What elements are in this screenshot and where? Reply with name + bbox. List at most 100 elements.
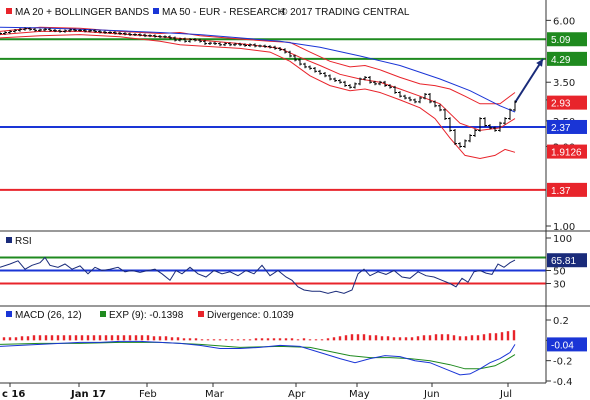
ma20-line [0,30,516,131]
divergence-bar [506,331,510,341]
divergence-bar [230,339,234,341]
rsi-value-badge [547,253,587,268]
divergence-bar [500,332,504,341]
divergence-bar [110,335,114,341]
level-badge [547,119,587,134]
date-tick-label: Jun [423,389,440,400]
divergence-bar [314,339,318,341]
divergence-bar [236,339,240,341]
macd-y-axis-ticks: 0.20-0.2-0.4 [546,316,573,388]
divergence-bar [74,335,78,341]
divergence-bar [284,338,288,341]
divergence-bar [296,339,300,341]
divergence-bar [494,333,498,341]
divergence-bar [368,335,372,341]
divergence-bar [32,335,36,341]
divergence-bar [128,335,132,341]
level-badge [547,182,587,197]
macd-legend: MACD (26, 12) EXP (9): -0.1398 Divergenc… [6,310,294,321]
date-axis: c 16 Jan 17 Feb Mar Apr May Jun Jul [2,383,512,400]
divergence-bar [428,335,432,341]
divergence-bar [338,336,342,341]
y-tick-label: 6.00 [553,16,575,27]
ma50-line [0,26,516,113]
price-legend: MA 20 + BOLLINGER BANDS MA 50 - EUR - RE… [6,7,410,18]
divergence-bar [20,336,24,341]
divergence-bar [116,335,120,341]
macd-series-group [0,340,516,376]
rsi-series-group [0,256,516,294]
divergence-bar [206,339,210,341]
divergence-bar [164,336,168,341]
divergence-bar [302,338,306,341]
legend-label-rsi: RSI [15,236,32,247]
divergence-bar [488,333,492,341]
legend-label-exp: EXP (9): -0.1398 [109,310,184,321]
price-ohlc-bars [0,27,517,148]
divergence-bar [158,336,162,341]
y-tick-label: 3.50 [553,78,575,89]
macd-tick-label: -0.4 [553,377,573,388]
level-badge-label: 2.37 [551,123,571,134]
legend-swatch-macd [6,311,12,317]
divergence-bar [248,339,252,341]
macd-value-label: -0.04 [551,340,574,351]
legend-swatch-exp [100,311,106,317]
divergence-bar [98,335,102,341]
divergence-bar [2,337,6,341]
macd-line [0,340,516,376]
divergence-bar [50,335,54,341]
rsi-line [0,256,516,294]
date-tick-label: Apr [288,389,306,400]
panel-frames [0,0,590,384]
divergence-bar [410,337,414,341]
target-arrow-head [536,58,543,67]
rsi-tick-label: 30 [553,280,566,291]
divergence-bar [386,336,390,341]
divergence-bar [308,339,312,341]
legend-label-macd: MACD (26, 12) [15,310,82,321]
divergence-bar [104,335,108,341]
divergence-bar [356,334,360,341]
divergence-bar [434,334,438,341]
level-badge [547,144,587,159]
divergence-bar [512,330,516,341]
macd-exp-line [0,341,516,370]
divergence-bar [170,337,174,341]
divergence-bar [458,336,462,341]
rsi-value-label: 65.81 [551,256,576,267]
divergence-bar [440,334,444,341]
divergence-bar [392,337,396,341]
price-panel: 6.003.503.002.502.001.00 5.094.292.932.3… [0,7,587,233]
rsi-tick-label: 100 [553,234,572,245]
divergence-bar [152,336,156,341]
divergence-bar [92,335,96,341]
divergence-bar [176,337,180,341]
divergence-bar [80,335,84,341]
legend-label-divergence: Divergence: 0.1039 [207,310,294,321]
divergence-bar [140,335,144,341]
legend-swatch-ma50 [153,8,159,14]
divergence-bar [56,335,60,341]
divergence-bar [464,336,468,341]
divergence-bar [146,335,150,341]
divergence-bar [224,339,228,341]
divergence-bar [200,339,204,341]
divergence-bar [344,335,348,341]
divergence-bar [218,339,222,341]
divergence-bar [260,338,264,341]
divergence-bar [350,334,354,341]
date-tick-label: Mar [205,389,225,400]
divergence-bar [68,335,72,341]
legend-label-ma20: MA 20 + BOLLINGER BANDS [15,7,150,18]
legend-label-ma50: MA 50 - EUR - RESEARCH [162,7,285,18]
rsi-legend: RSI [6,236,32,247]
divergence-bar [290,338,294,341]
bollinger-lower-line [0,34,516,160]
divergence-bar [422,335,426,341]
divergence-bar [182,338,186,341]
y-tick-label: 1.00 [553,222,575,233]
bollinger-upper-line [0,26,516,105]
macd-panel: 0.20-0.2-0.4 -0.04 MACD (26, 12) EXP (9)… [0,310,587,388]
legend-swatch-ma20 [6,8,12,14]
